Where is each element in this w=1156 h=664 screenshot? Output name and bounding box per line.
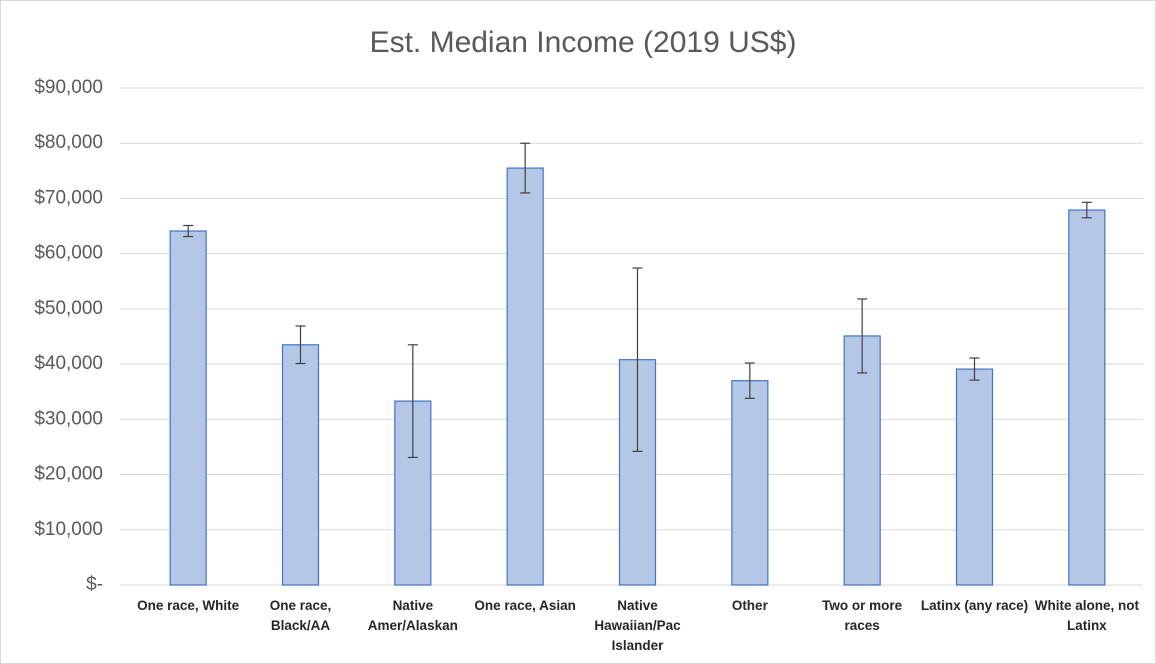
bar <box>506 167 544 586</box>
y-tick-label: $30,000 <box>34 408 103 429</box>
bar <box>955 368 994 586</box>
bar <box>169 230 207 586</box>
bar <box>731 380 769 586</box>
y-tick-label: $90,000 <box>34 77 103 98</box>
chart-title: Est. Median Income (2019 US$) <box>370 26 797 59</box>
x-tick-label: Native Hawaiian/Pac Islander <box>594 598 681 653</box>
y-tick-label: $70,000 <box>34 187 103 208</box>
x-tick-label: Two or more races <box>822 598 903 633</box>
bar <box>1068 209 1106 586</box>
x-tick-label: Latinx (any race) <box>920 598 1029 613</box>
x-tick-label: One race, Black/AA <box>269 598 332 633</box>
bar <box>281 344 320 586</box>
y-tick-label: $20,000 <box>34 464 103 485</box>
y-tick-label: $80,000 <box>34 132 103 153</box>
x-tick-label: One race, Asian <box>474 598 576 613</box>
y-tick-label: $- <box>86 574 103 595</box>
y-tick-label: $10,000 <box>34 519 103 540</box>
y-tick-label: $50,000 <box>34 298 103 319</box>
x-tick-label: Other <box>731 598 768 613</box>
y-tick-label: $60,000 <box>34 243 103 264</box>
x-tick-label: White alone, not Latinx <box>1034 598 1139 633</box>
x-tick-label: Native Amer/Alaskan <box>367 598 458 633</box>
x-tick-label: One race, White <box>137 598 240 613</box>
y-tick-label: $40,000 <box>34 353 103 374</box>
